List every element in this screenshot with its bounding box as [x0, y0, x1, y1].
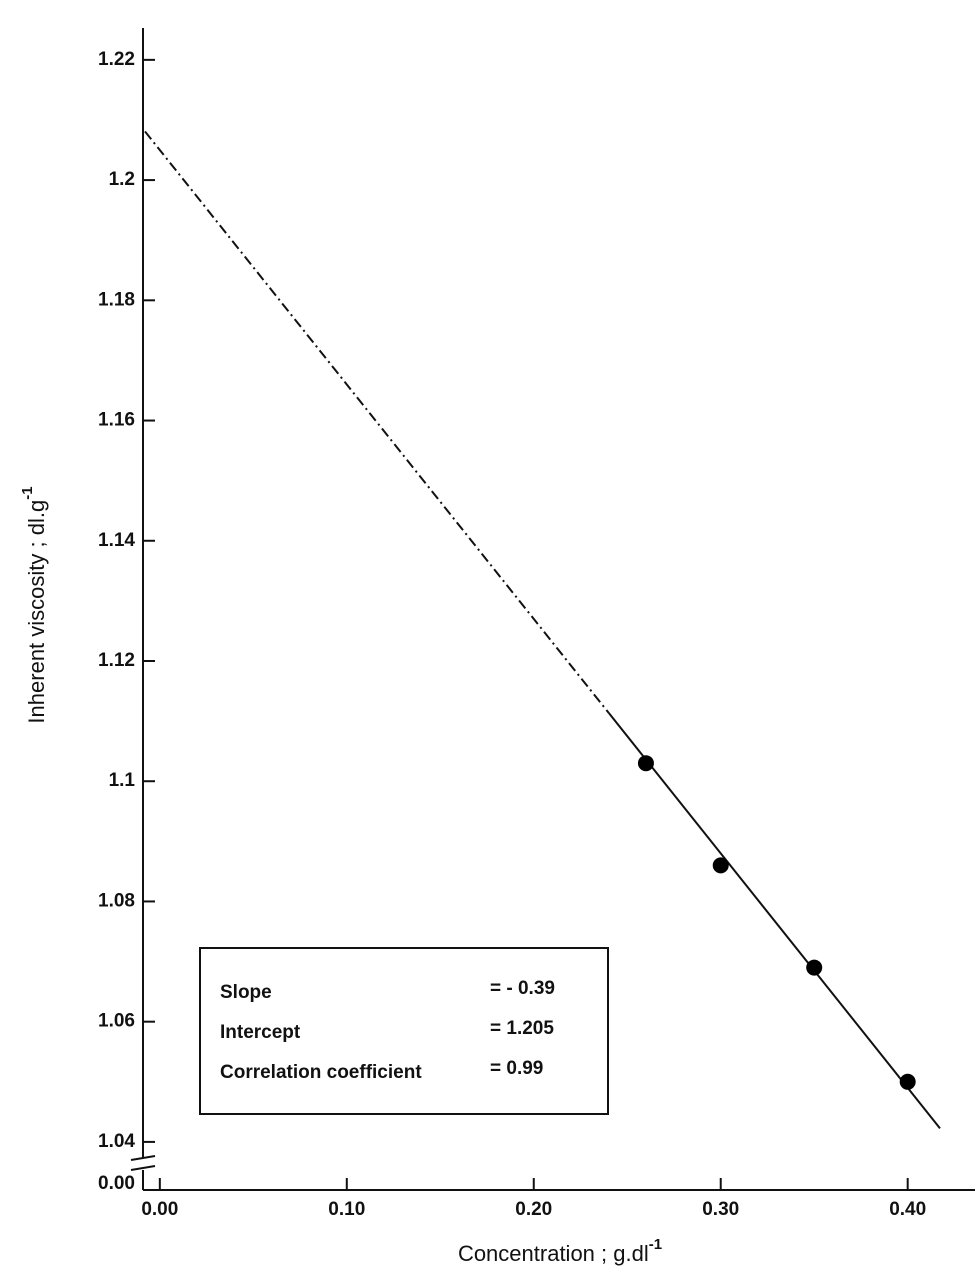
x-tick-label: 0.30 [702, 1199, 739, 1220]
annotation-value: = 0.99 [490, 1058, 543, 1079]
x-tick-label: 0.20 [515, 1199, 552, 1220]
y-tick-label: 1.2 [109, 169, 135, 190]
annotation-value: = - 0.39 [490, 978, 555, 999]
y-tick-label: 1.14 [98, 530, 135, 551]
x-axis-label-text: Concentration ; g.dl [458, 1241, 649, 1266]
x-tick-label: 0.00 [141, 1199, 178, 1220]
fit-line [609, 713, 940, 1128]
y-tick-label: 1.18 [98, 289, 135, 310]
annotation-label: Slope [220, 982, 272, 1003]
y-tick-label: 1.06 [98, 1011, 135, 1032]
axis-break [131, 1166, 155, 1170]
y-tick-label: 1.22 [98, 49, 135, 70]
chart: 0.00 1.04 1.06 1.08 1.1 1.12 1.14 1.16 1.18 1.2 1.… [0, 0, 977, 1279]
data-point [806, 960, 822, 976]
annotation-label: Correlation coefficient [220, 1062, 422, 1083]
data-point [713, 857, 729, 873]
fit-line-extrapolated [145, 131, 609, 713]
annotation-label: Intercept [220, 1022, 301, 1043]
y-axis-label-text: Inherent viscosity ; dl.g [24, 500, 49, 724]
data-point [900, 1074, 916, 1090]
y-axis-label: Inherent viscosity ; dl.g-1 [19, 486, 49, 723]
y-tick-label: 1.1 [109, 770, 136, 791]
x-tick-label: 0.40 [889, 1199, 926, 1220]
annotation-value: = 1.205 [490, 1018, 554, 1039]
y-origin-label: 0.00 [98, 1173, 135, 1194]
y-axis-label-sup: -1 [19, 486, 36, 499]
x-tick-label: 0.10 [328, 1199, 365, 1220]
data-point [638, 755, 654, 771]
y-tick-label: 1.16 [98, 410, 135, 431]
y-tick-label: 1.08 [98, 890, 135, 911]
y-tick-label: 1.04 [98, 1131, 135, 1152]
y-tick-label: 1.12 [98, 650, 135, 671]
x-axis-label-sup: -1 [649, 1236, 662, 1253]
x-axis-label: Concentration ; g.dl-1 [458, 1236, 662, 1266]
